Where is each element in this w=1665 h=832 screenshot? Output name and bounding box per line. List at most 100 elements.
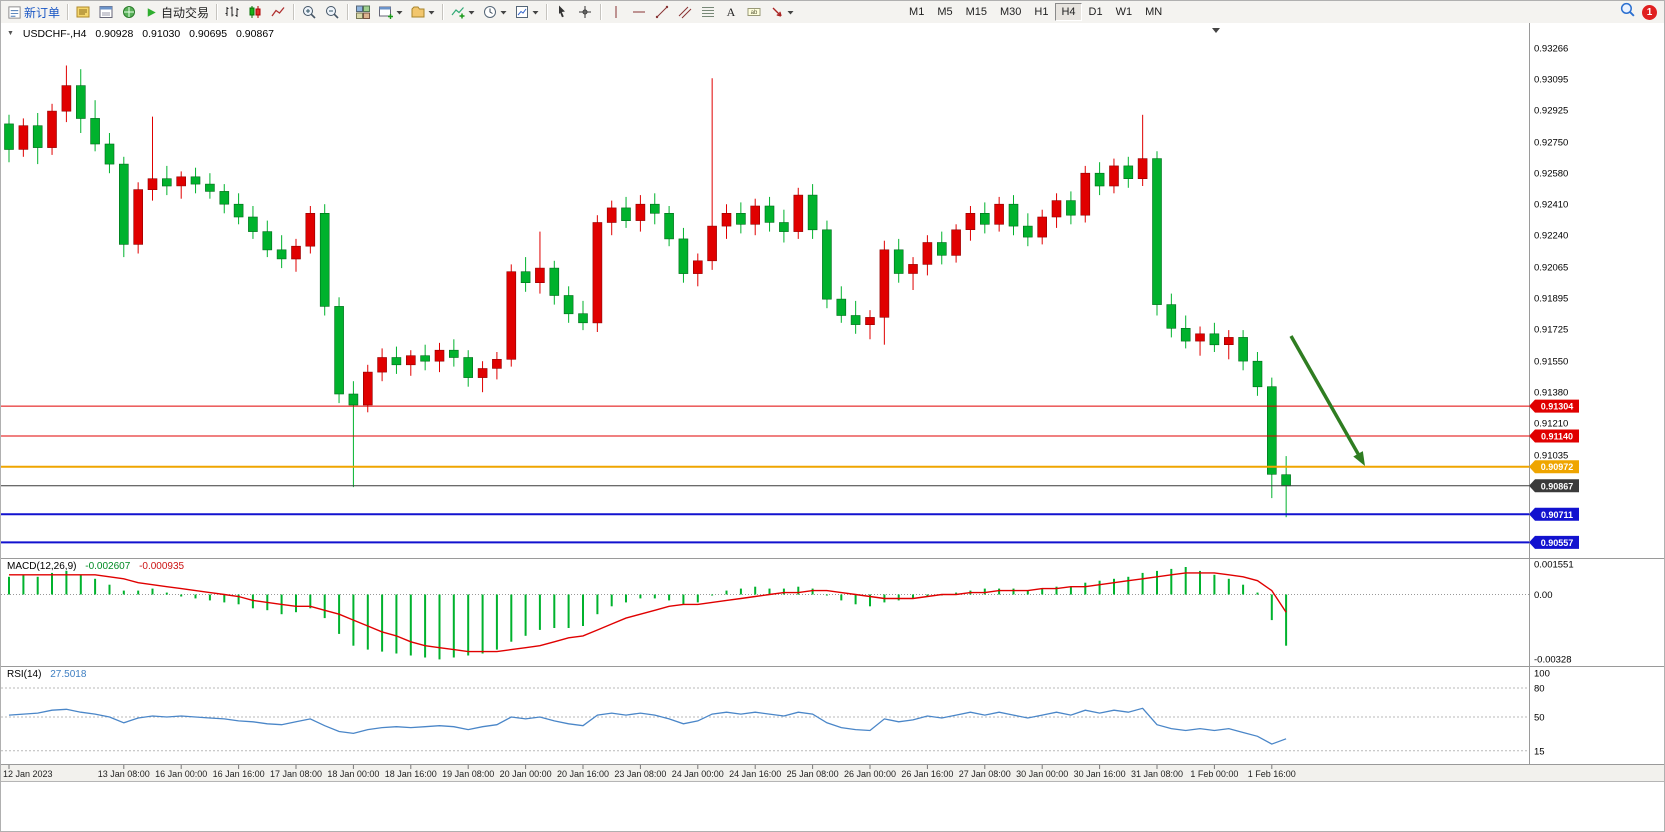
price-tick: 0.92580 [1534, 169, 1568, 180]
trendline-button[interactable] [651, 3, 673, 22]
time-axis-label: 26 Jan 00:00 [844, 769, 896, 779]
macd-axis-label: -0.00328 [1534, 655, 1572, 666]
timeframe-m5[interactable]: M5 [931, 3, 958, 21]
svg-text:ab: ab [751, 10, 758, 16]
timeframe-m1[interactable]: M1 [903, 3, 930, 21]
timeframe-d1[interactable]: D1 [1083, 3, 1109, 21]
toolbar-separator [600, 4, 602, 20]
time-axis-label: 30 Jan 00:00 [1016, 769, 1068, 779]
data-window-icon [98, 4, 114, 20]
timeframe-mn[interactable]: MN [1139, 3, 1168, 21]
time-axis-label: 13 Jan 08:00 [98, 769, 150, 779]
channel-button[interactable] [674, 3, 696, 22]
symbol-timeframe: USDCHF-,H4 [22, 28, 87, 40]
indicators-icon [450, 4, 466, 20]
vertical-line-button[interactable] [605, 3, 627, 22]
time-axis-label: 26 Jan 16:00 [901, 769, 953, 779]
new-chart-button[interactable] [375, 3, 406, 22]
zoom-in-icon [301, 4, 317, 20]
new-order-label: 新订单 [24, 5, 61, 20]
macd-signal-line [9, 572, 1287, 653]
rsi-axis-label: 50 [1534, 713, 1545, 724]
vertical-line-icon [608, 4, 624, 20]
chart-shift-marker[interactable] [1212, 28, 1220, 33]
arrows-button[interactable] [766, 3, 797, 22]
fibonacci-button[interactable] [697, 3, 719, 22]
trend-arrow-head [1353, 451, 1365, 466]
market-watch-button[interactable] [72, 3, 94, 22]
zoom-out-icon [324, 4, 340, 20]
chevron-down-icon [787, 5, 794, 19]
price-badge [1529, 429, 1579, 443]
ohlc-high: 0.91030 [142, 28, 181, 40]
horizontal-line-icon [631, 4, 647, 20]
horizontal-line-button[interactable] [628, 3, 650, 22]
price-badge-label: 0.91140 [1541, 432, 1573, 442]
line-chart-button[interactable] [267, 3, 289, 22]
chevron-down-icon [396, 5, 403, 19]
arrows-icon [769, 4, 785, 20]
one-click-trading-toggle[interactable]: ▼ [7, 30, 14, 37]
rsi-value: 27.5018 [50, 669, 87, 680]
tile-windows-button[interactable] [352, 3, 374, 22]
profiles-button[interactable] [407, 3, 438, 22]
market-watch-icon [75, 4, 91, 20]
macd-main-value: -0.002607 [85, 561, 131, 572]
search-icon[interactable] [1619, 1, 1636, 23]
toolbar-separator [216, 4, 218, 20]
timeframe-h1[interactable]: H1 [1028, 3, 1054, 21]
toolbar-right-tools: 1 [1619, 1, 1657, 23]
price-badge [1529, 460, 1579, 474]
timeframe-h4[interactable]: H4 [1055, 3, 1082, 21]
zoom-out-button[interactable] [321, 3, 343, 22]
bar-chart-button[interactable] [221, 3, 243, 22]
crosshair-icon [577, 4, 593, 20]
navigator-button[interactable] [118, 3, 140, 22]
timeframe-m15[interactable]: M15 [960, 3, 993, 21]
chevron-down-icon [428, 5, 435, 19]
indicators-button[interactable] [447, 3, 478, 22]
text-label-button[interactable]: ab [743, 3, 765, 22]
notification-badge[interactable]: 1 [1642, 4, 1657, 20]
crosshair-button[interactable] [574, 3, 596, 22]
templates-button[interactable] [511, 3, 542, 22]
price-tick: 0.92750 [1534, 138, 1568, 149]
price-badge [1529, 399, 1579, 413]
price-chart[interactable]: 0.93266 0.93095 0.92925 0.92750 0.92580 0.924… [1, 23, 1665, 832]
text-button[interactable]: A [720, 3, 742, 22]
trendline-icon [654, 4, 670, 20]
rsi-name: RSI(14) [7, 669, 42, 680]
price-badge-label: 0.91304 [1541, 402, 1574, 412]
time-axis-label: 27 Jan 08:00 [959, 769, 1011, 779]
line-chart-icon [270, 4, 286, 20]
time-axis-label: 1 Feb 16:00 [1248, 769, 1296, 779]
time-axis-label: 24 Jan 00:00 [672, 769, 724, 779]
timeframe-buttons: M1 M5 M15 M30 H1 H4 D1 W1 MN [903, 3, 1168, 21]
price-tick: 0.92925 [1534, 106, 1568, 117]
trend-arrow[interactable] [1289, 335, 1363, 460]
time-axis-label: 24 Jan 16:00 [729, 769, 781, 779]
periods-button[interactable] [479, 3, 510, 22]
candlestick-chart-button[interactable] [244, 3, 266, 22]
zoom-in-button[interactable] [298, 3, 320, 22]
chart-window: 0.93266 0.93095 0.92925 0.92750 0.92580 0.924… [1, 23, 1665, 832]
price-badge-label: 0.90557 [1541, 538, 1574, 548]
new-order-button[interactable]: 新订单 [4, 3, 63, 22]
data-window-button[interactable] [95, 3, 117, 22]
rsi-axis-label: 80 [1534, 684, 1545, 695]
price-tick: 0.92240 [1534, 231, 1568, 242]
chart-symbol-label: ▼ USDCHF-,H4 0.90928 0.91030 0.90695 0.9… [7, 28, 280, 40]
macd-axis-label: 0.00 [1534, 590, 1553, 601]
timeframe-w1[interactable]: W1 [1110, 3, 1139, 21]
price-tick: 0.92410 [1534, 200, 1568, 211]
cursor-icon [554, 4, 570, 20]
main-toolbar: 新订单 自动交易 A ab M [1, 1, 1664, 24]
time-axis-label: 23 Jan 08:00 [614, 769, 666, 779]
time-axis-label: 16 Jan 00:00 [155, 769, 207, 779]
timeframe-m30[interactable]: M30 [994, 3, 1027, 21]
cursor-button[interactable] [551, 3, 573, 22]
auto-trading-button[interactable]: 自动交易 [141, 3, 212, 22]
price-tick: 0.91035 [1534, 451, 1568, 462]
new-chart-icon [378, 4, 394, 20]
time-axis-label: 20 Jan 16:00 [557, 769, 609, 779]
